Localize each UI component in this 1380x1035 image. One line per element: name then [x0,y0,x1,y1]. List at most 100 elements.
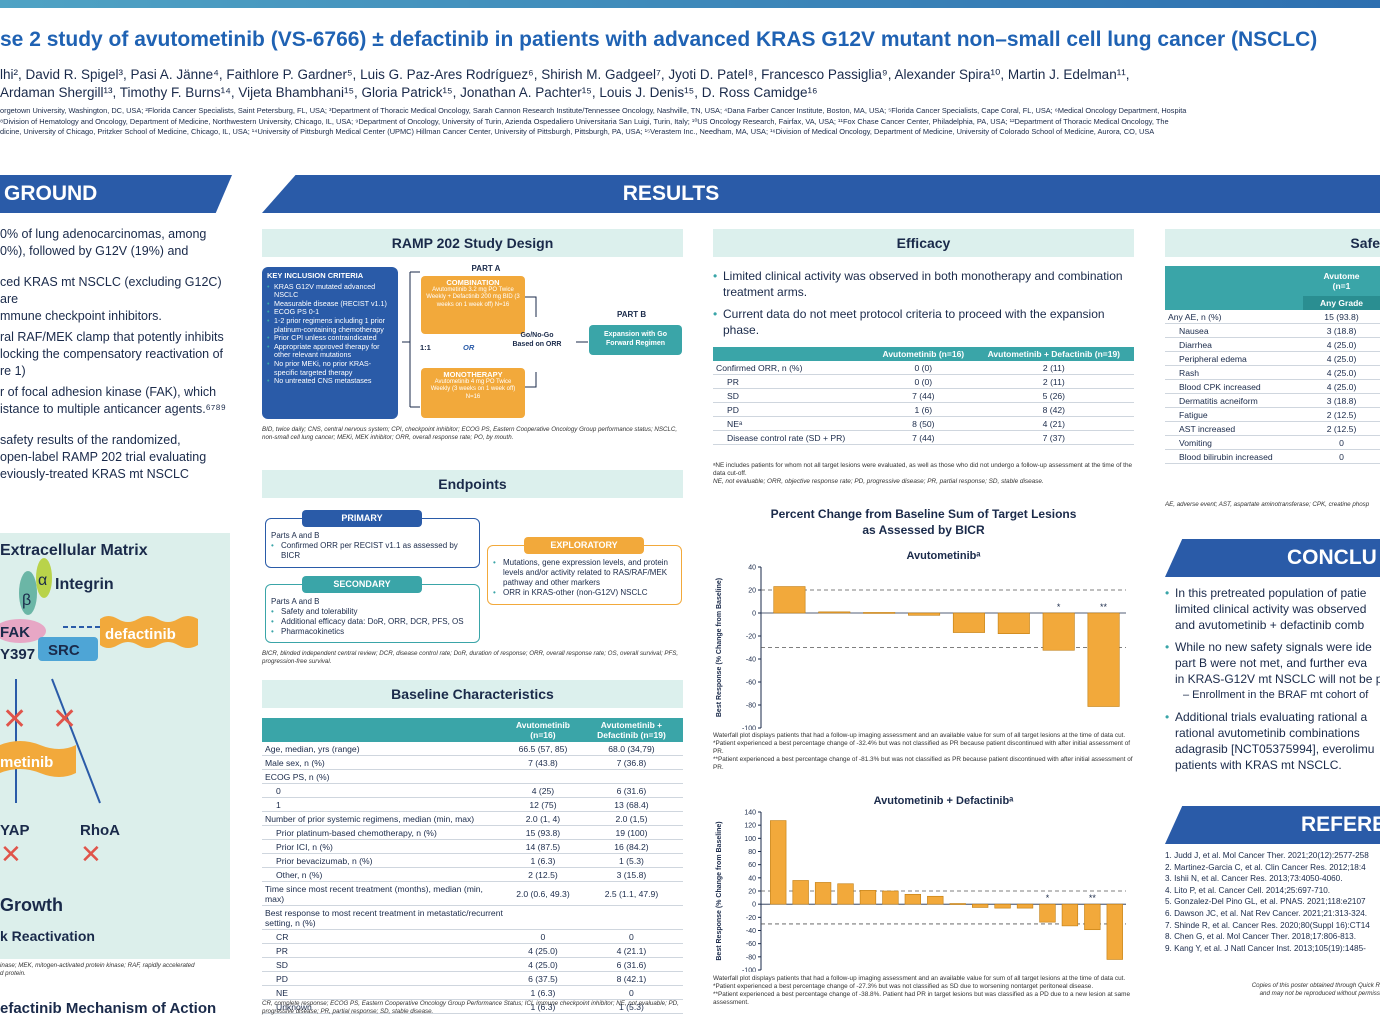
y-tick-label: -80 [746,703,756,710]
row-label: PR [713,374,873,389]
waterfall-bar [1042,612,1075,651]
cell-value: 0 (0) [873,361,974,375]
moa-metinib: metinib [0,754,53,771]
row-label: Blood bilirubin increased [1165,449,1303,464]
efficacy-col-label [713,347,873,361]
background-text: 0% of lung adenocarcinomas, among 0%), f… [0,226,240,483]
safety-col-avu-n: (n=1 [1332,281,1351,291]
authors-line-1: lhi², David R. Spigel³, Pasi A. Jänne⁴, … [0,67,1130,82]
cell-value: 4 (21) [973,416,1134,431]
efficacy-table-wrap: Avutometinib (n=16) Avutometinib + Defac… [713,347,1134,445]
row-label: NEᵃ [713,416,873,431]
y-tick-label: 0 [752,902,756,909]
criteria-item: ECOG PS 0-1 [267,308,393,317]
endpoint-item: Mutations, gene expression levels, and p… [493,558,676,588]
cell-value: 1 (5.3) [579,999,683,1014]
affiliations: orgetown University, Washington, DC, USA… [0,106,1380,138]
table-row: Other, n (%) 2 (12.5) 3 (15.8) [262,867,683,882]
table-row: PR 0 (0) 2 (11) [713,374,1134,389]
fak-shape [0,619,46,643]
endpoints-footnote: BICR, blinded independent central review… [262,650,679,665]
cell-value: 4 (25.0) [1303,337,1380,352]
safety-col-label [1165,266,1303,310]
cell-value: 2 (12.5) [506,867,580,882]
cell-value: 2 (11) [973,374,1134,389]
cell-value [579,905,683,930]
cell-value: 4 (25) [506,783,580,798]
table-row: PD 1 (6) 8 (42) [713,402,1134,417]
waterfall-bar [927,895,944,905]
baseline-footnote: CR, complete response; ECOG PS, Eastern … [262,1000,679,1015]
y-tick-label: -100 [742,726,756,731]
table-row: Number of prior systemic regimens, media… [262,811,683,826]
row-label: Best response to most recent treatment i… [262,905,506,930]
y-tick-label: 0 [752,611,756,618]
y-tick-label: -20 [746,915,756,922]
baseline-table-wrap: Avutometinib (n=16) Avutometinib + Defac… [262,718,683,1014]
cell-value: 13 (68.4) [579,797,683,812]
avutometinib-shape [0,741,76,777]
safety-col-avu-text: Avutome [1323,271,1360,281]
moa-y397: Y397 [0,646,35,663]
cell-value: 1 (6.3) [506,853,580,868]
integrin-beta-shape [19,571,37,615]
cell-value: 7 (44) [873,388,974,403]
baseline-col-combo: Avutometinib + Defactinib (n=19) [579,718,683,742]
row-label: PD [262,971,506,986]
study-design-footnote: BID, twice daily; CNS, central nervous s… [262,426,678,441]
row-label: Nausea [1165,323,1303,338]
reference-item: 6. Dawson JC, et al. Nat Rev Cancer. 202… [1165,908,1368,918]
table-row: Any AE, n (%) 15 (93.8) [1165,310,1380,324]
row-label: CR [262,929,506,944]
exploratory-list: Mutations, gene expression levels, and p… [493,558,676,598]
combination-detail: Avutometinib 3.2 mg PO Twice Weekly + De… [426,286,520,308]
y-tick-label: 40 [748,875,756,882]
bar-annotation: ** [1089,893,1097,903]
efficacy-table: Avutometinib (n=16) Avutometinib + Defac… [713,347,1134,445]
table-row: SD 4 (25.0) 6 (31.6) [262,957,683,972]
cell-value: 12 (75) [506,797,580,812]
conclusions-heading: CONCLU [1287,546,1377,569]
defactinib-shape [100,616,198,648]
efficacy-bullet: Current data do not meet protocol criter… [713,306,1134,338]
waterfall-bar [863,612,896,614]
cell-value: 1 (6) [873,402,974,417]
table-row: Best response to most recent treatment i… [262,905,683,930]
waterfall-bar [972,903,989,908]
table-row: Confirmed ORR, n (%) 0 (0) 2 (11) [713,361,1134,375]
primary-list: Confirmed ORR per RECIST v1.1 as assesse… [271,541,474,561]
cell-value: 2.0 (1, 4) [506,811,580,826]
cell-value: 3 (15.8) [579,867,683,882]
poster-title: se 2 study of avutometinib (VS-6766) ± d… [0,28,1318,51]
row-label: SD [262,957,506,972]
row-label: PD [713,402,873,417]
cell-value: 15 (93.8) [1303,310,1380,324]
waterfall-bar [792,880,809,905]
moa-defactinib: defactinib [105,626,176,643]
table-row: Disease control rate (SD + PR) 7 (44) 7 (3… [713,430,1134,445]
combination-title: COMBINATION [446,278,500,287]
conclusion-bullet: While no new safety signals were ide part… [1165,639,1380,687]
table-row: Prior platinum-based chemotherapy, n (%)… [262,825,683,840]
row-label: Time since most recent treatment (months… [262,881,506,906]
cell-value: 1 (5.3) [579,853,683,868]
copyright-note: Copies of this poster obtained through Q… [1165,982,1380,998]
footnote-line: d protein. [0,970,26,977]
cross-icon: ✕ [0,839,22,869]
exploratory-label: EXPLORATORY [524,537,644,554]
cell-value: 2 (11) [973,361,1134,375]
monotherapy-title: MONOTHERAPY [443,370,503,379]
cell-value: 6 (31.6) [579,957,683,972]
y-tick-label: 80 [748,849,756,856]
table-row: Dermatitis acneiform 3 (18.8) [1165,393,1380,408]
table-row: Blood CPK increased 4 (25.0) [1165,379,1380,394]
bg-text: open-label RAMP 202 trial evaluating [0,450,207,464]
row-label: Rash [1165,365,1303,380]
cell-value: 14 (87.5) [506,839,580,854]
y-axis-label: Best Response (% Change from Baseline) [716,821,723,960]
table-row: Prior ICI, n (%) 14 (87.5) 16 (84.2) [262,839,683,854]
efficacy-col-combo: Avutometinib + Defactinib (n=19) [973,347,1134,361]
cell-value: 8 (50) [873,416,974,431]
footnote-line: Waterfall plot displays patients that ha… [713,732,1126,739]
row-label: Prior ICI, n (%) [262,839,506,854]
